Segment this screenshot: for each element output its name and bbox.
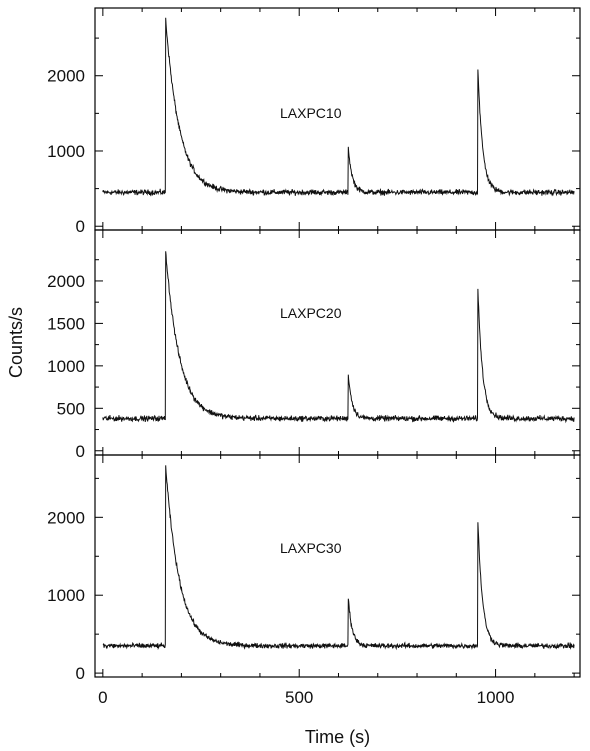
light-curve-series: [102, 465, 575, 651]
x-tick-label: 0: [98, 688, 107, 707]
panel-frame: [94, 229, 581, 456]
panel-1: 0 1000 2000 LAXPC10: [47, 7, 581, 236]
y-tick-label: 2000: [47, 508, 85, 527]
panel-frame: [94, 454, 581, 678]
y-tick-label: 2000: [47, 272, 85, 291]
y-tick-label: 0: [76, 664, 85, 683]
y-tick-label: 500: [57, 399, 85, 418]
y-tick-label: 1000: [47, 357, 85, 376]
panel-2: 0 500 1000 1500 2000 LAXPC20: [47, 229, 581, 461]
y-tick-label: 2000: [47, 67, 85, 86]
x-tick-label: 500: [285, 688, 313, 707]
y-tick-label: 1500: [47, 314, 85, 333]
x-tick-label: 1000: [477, 688, 515, 707]
panel-3: 0 1000 2000 LAXPC30: [47, 454, 581, 683]
y-tick-label: 1000: [47, 586, 85, 605]
y-axis-title: Counts/s: [6, 307, 26, 378]
y-tick-label: 0: [76, 217, 85, 236]
light-curve-series: [102, 251, 575, 424]
panel-label-2: LAXPC20: [280, 305, 342, 321]
panel-label-1: LAXPC10: [280, 105, 342, 121]
light-curve-series: [102, 17, 575, 197]
panel-label-3: LAXPC30: [280, 540, 342, 556]
y-tick-label: 1000: [47, 142, 85, 161]
y-tick-label: 0: [76, 442, 85, 461]
x-axis-title: Time (s): [305, 727, 370, 747]
